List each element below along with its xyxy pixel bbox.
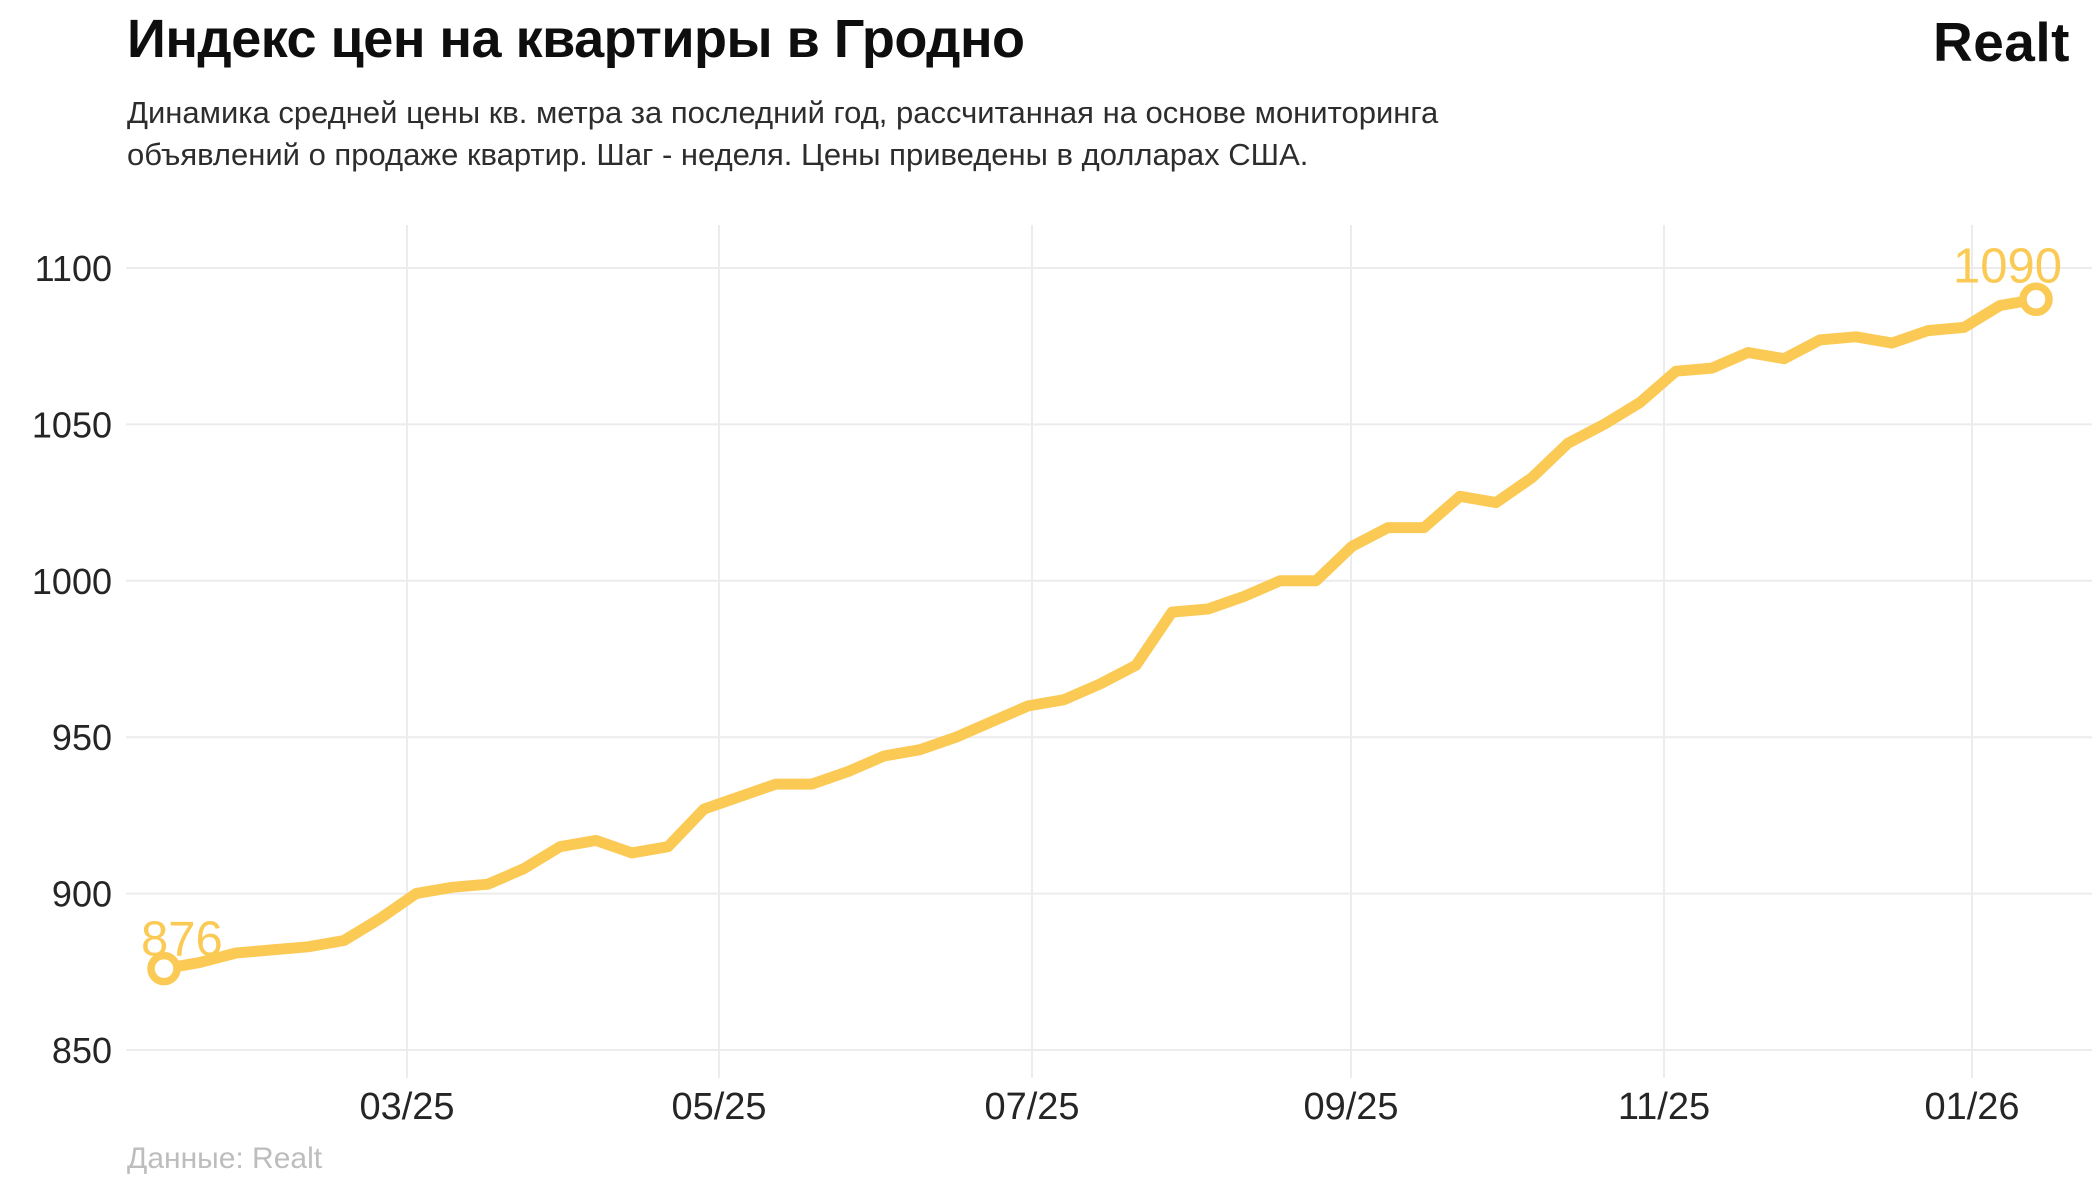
x-tick-label: 05/25 (671, 1086, 766, 1128)
x-tick-label: 03/25 (359, 1086, 454, 1128)
value-annotations: 876 1090 (141, 239, 2062, 966)
chart-subtitle-line-1: Динамика средней цены кв. метра за после… (127, 95, 1439, 130)
y-tick-label: 1100 (35, 248, 112, 289)
x-tick-label: 01/26 (1924, 1086, 2019, 1128)
y-axis-labels: 1100 1050 1000 950 900 850 (32, 248, 112, 1071)
data-source-note: Данные: Realt (127, 1142, 323, 1175)
end-marker (2019, 282, 2053, 317)
end-value-label: 1090 (1953, 239, 2062, 293)
y-tick-label: 950 (52, 717, 112, 758)
page-title: Индекс цен на квартиры в Гродно (127, 9, 1025, 69)
y-tick-label: 1000 (32, 561, 112, 602)
x-tick-label: 11/25 (1618, 1086, 1710, 1128)
x-axis-labels: 03/25 05/25 07/25 09/25 11/25 01/26 (359, 1086, 2019, 1128)
start-marker (147, 951, 181, 986)
chart-subtitle-line-2: объявлений о продаже квартир. Шаг - неде… (127, 137, 1309, 172)
y-tick-label: 850 (52, 1030, 112, 1071)
price-series-line (158, 293, 2042, 975)
gridlines (126, 225, 2092, 1078)
y-tick-label: 900 (52, 874, 112, 915)
start-value-label: 876 (141, 913, 223, 967)
chart-subtitle: Динамика средней цены кв. метра за после… (127, 92, 1438, 176)
realt-logo: Realt (1933, 11, 2070, 73)
x-tick-label: 07/25 (984, 1086, 1079, 1128)
y-tick-label: 1050 (32, 404, 112, 445)
x-tick-label: 09/25 (1303, 1086, 1398, 1128)
